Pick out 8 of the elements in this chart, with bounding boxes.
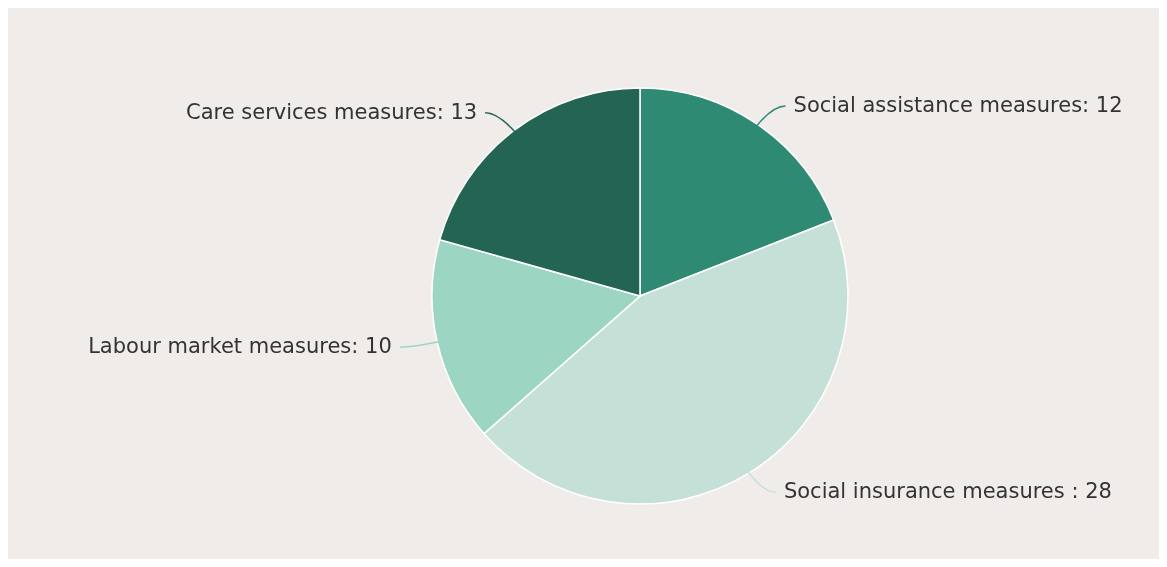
slice-label: Social assistance measures [793, 92, 1083, 117]
data-label: : 13 [436, 99, 478, 124]
data-label: : 12 [1082, 92, 1123, 117]
slice-label: Care services measures [185, 99, 437, 124]
data-label: : 28 [1071, 479, 1112, 504]
data-label: : 10 [351, 334, 392, 359]
slice-label: Social insurance measures [783, 479, 1072, 504]
slice-label: Labour market measures [88, 334, 352, 359]
